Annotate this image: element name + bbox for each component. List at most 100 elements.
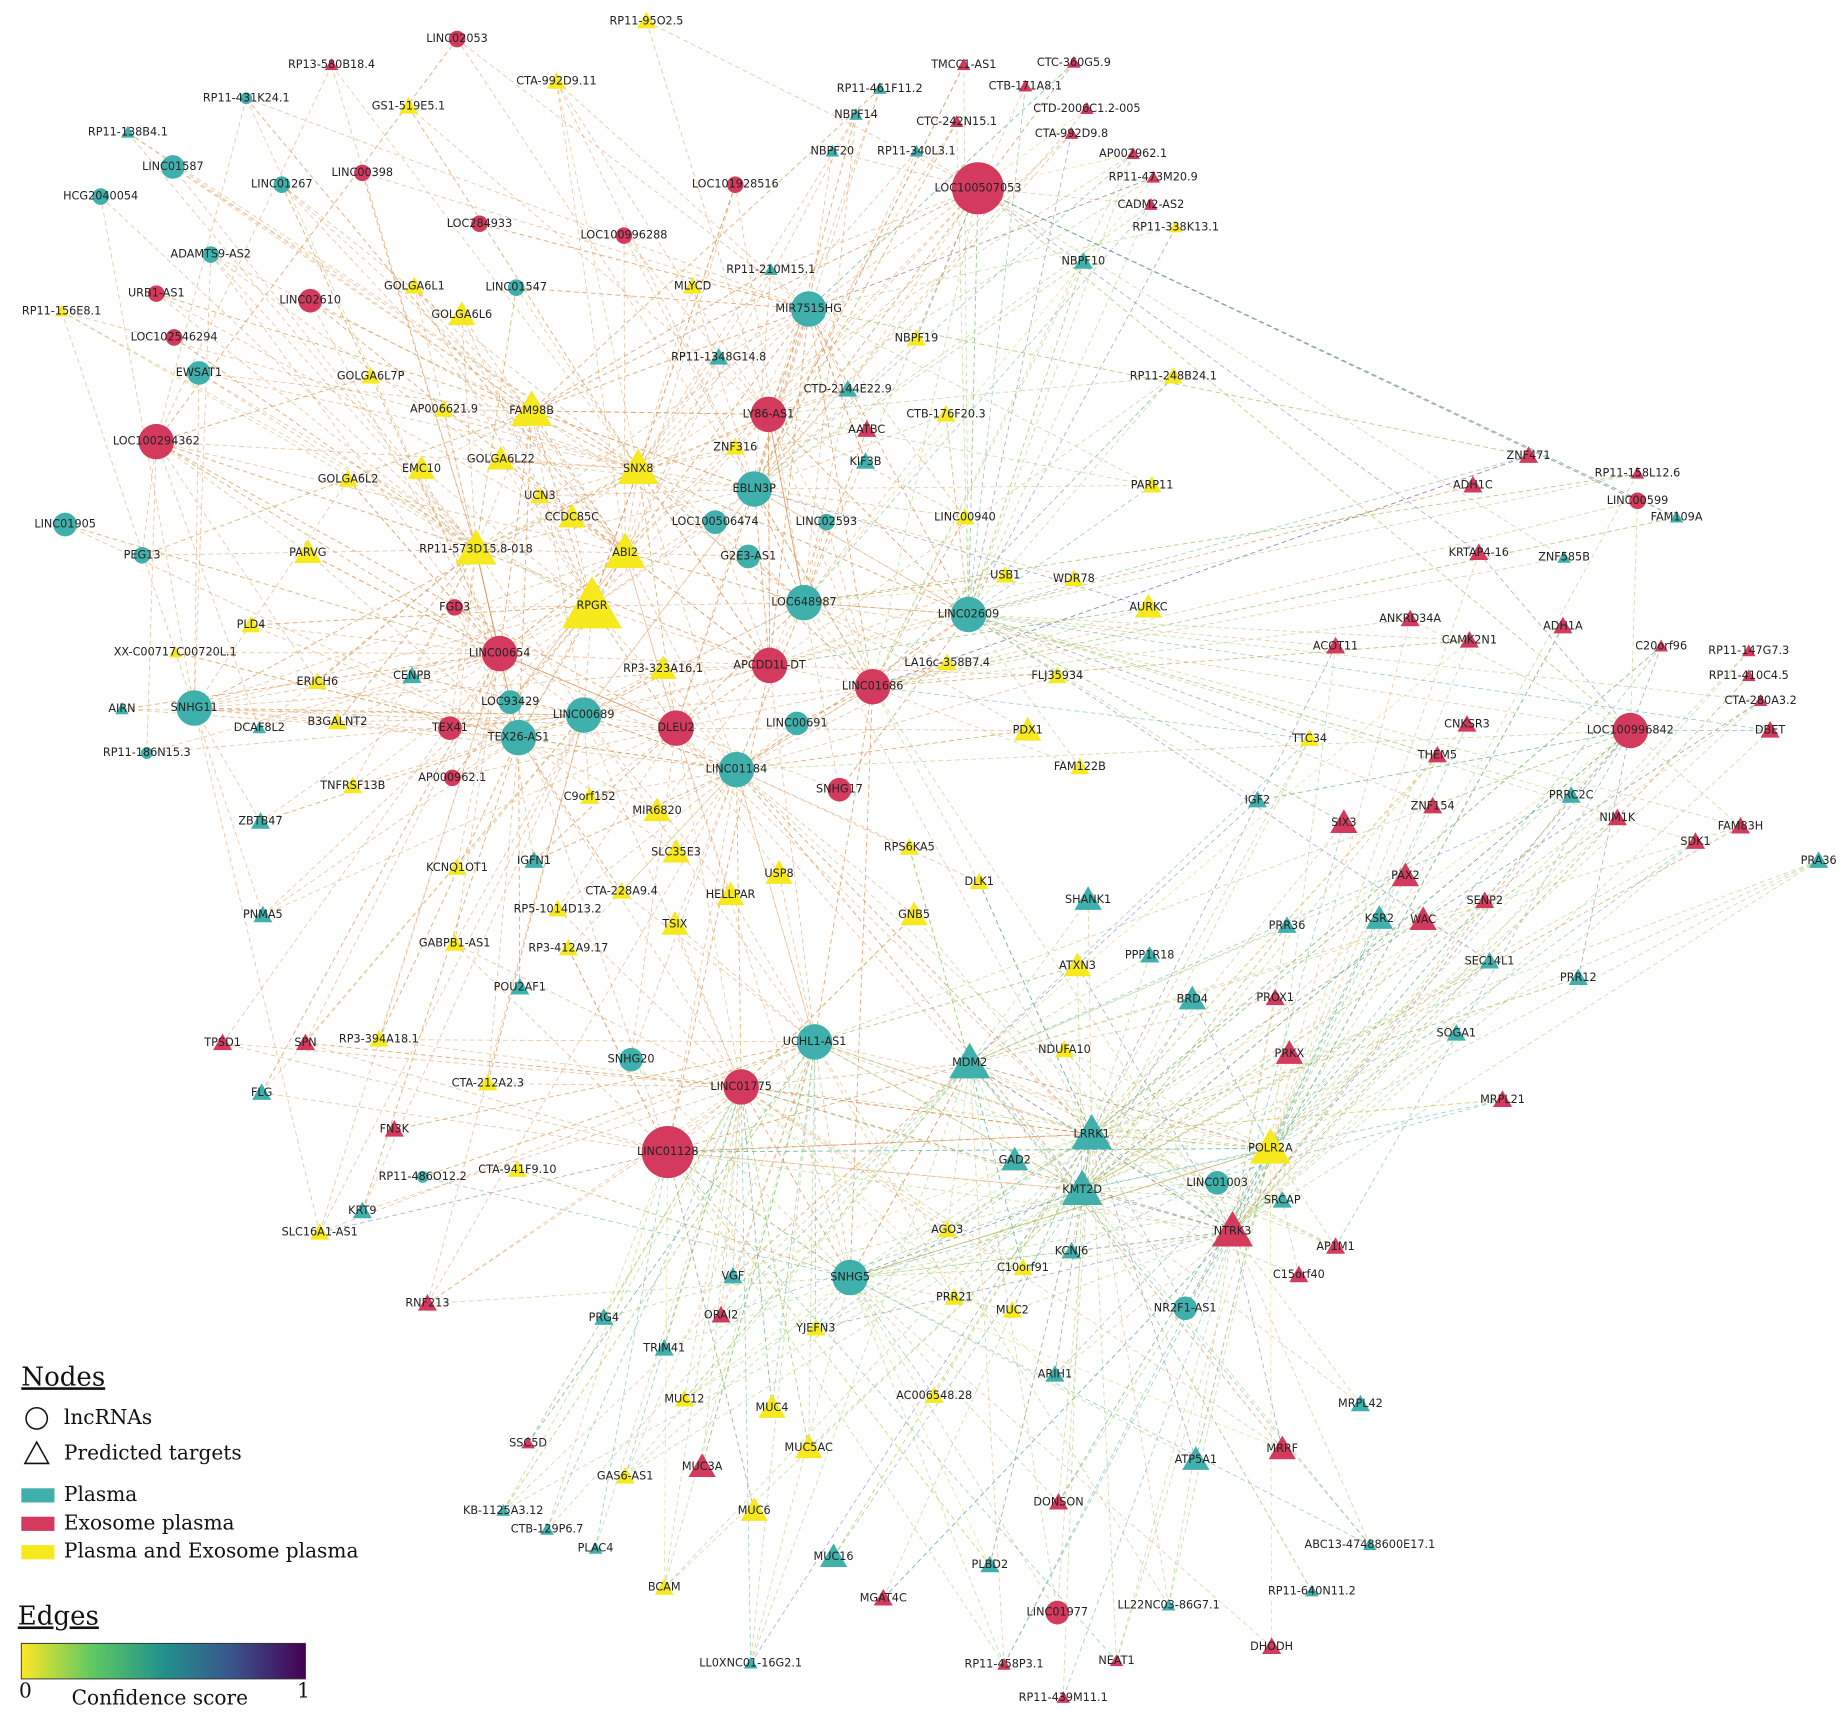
edge — [630, 769, 737, 1060]
edge — [740, 1086, 810, 1449]
target-node — [524, 851, 544, 868]
edge — [408, 106, 639, 470]
edge — [502, 1041, 815, 1512]
edge — [141, 441, 157, 556]
edge — [1232, 730, 1771, 1232]
node-label: AGO3 — [931, 1223, 963, 1236]
edge — [456, 653, 501, 868]
edge — [1270, 619, 1411, 1149]
edge — [946, 1063, 971, 1231]
edge — [849, 1277, 935, 1397]
edge — [1232, 730, 1631, 1232]
edge — [1232, 650, 1750, 1232]
edge — [194, 552, 626, 709]
edge — [720, 1189, 1083, 1316]
node-label: LINC01686 — [842, 680, 904, 693]
edge — [953, 1134, 1092, 1298]
edge — [624, 1086, 742, 1477]
target-node — [1064, 126, 1079, 139]
edge — [193, 479, 349, 709]
edge — [583, 714, 737, 770]
edge — [969, 1062, 1233, 1232]
edge — [1082, 1189, 1233, 1232]
edge — [753, 308, 810, 490]
edge — [720, 1086, 742, 1316]
node-label: RNF213 — [405, 1297, 449, 1310]
node-label: CADM2-AS2 — [1117, 198, 1184, 211]
target-node — [725, 438, 745, 455]
edge — [378, 1039, 815, 1043]
edge — [637, 468, 805, 603]
edge — [361, 737, 519, 1212]
target-node — [1275, 1040, 1303, 1064]
edge — [583, 606, 593, 716]
edge — [769, 308, 810, 666]
target-node — [1363, 1538, 1377, 1551]
node-label: VGF — [721, 1269, 744, 1282]
nodes: RP11-95O2.5 LINC02053 RP13-580B18.4 RP11-43… — [22, 11, 1837, 1704]
edge — [814, 1041, 1092, 1135]
edge — [499, 653, 737, 770]
edge — [814, 1041, 1169, 1606]
node-label: USP8 — [764, 867, 793, 880]
target-node — [530, 486, 550, 504]
edge — [337, 653, 500, 723]
edge — [753, 62, 1075, 490]
node-label: MUC12 — [664, 1392, 704, 1405]
target-node — [540, 1522, 554, 1535]
edge — [156, 441, 309, 554]
lncrna-node — [240, 92, 253, 105]
target-node — [1741, 644, 1756, 657]
target-node — [936, 404, 956, 422]
edge — [969, 899, 1089, 1064]
node-label: RP11-1348G14.8 — [671, 351, 766, 364]
edge — [499, 410, 533, 654]
edge — [591, 602, 804, 607]
target-node — [1409, 906, 1437, 931]
edge — [849, 1277, 1272, 1648]
edge — [1091, 1133, 1271, 1149]
node-label: PRR12 — [1560, 971, 1597, 984]
edge — [956, 121, 969, 615]
node-label: LOC102546294 — [131, 330, 218, 343]
edge — [753, 261, 1084, 490]
edge — [872, 517, 966, 687]
node-label: MRPL42 — [1338, 1397, 1383, 1410]
edge — [646, 21, 769, 415]
edge — [487, 715, 585, 1084]
edge — [734, 184, 805, 603]
node-label: AC006548.28 — [896, 1389, 972, 1402]
target-node — [1064, 569, 1084, 587]
lncrna-node — [138, 423, 175, 460]
edge — [667, 1133, 1092, 1153]
edge — [954, 1189, 1083, 1298]
edge — [1081, 730, 1631, 1191]
node-label: DLK1 — [964, 875, 993, 888]
edge — [193, 707, 321, 1233]
target-node — [1073, 252, 1093, 269]
target-node — [588, 1541, 603, 1554]
lncrna-node — [951, 162, 1005, 215]
edge — [509, 605, 593, 703]
edge — [172, 166, 477, 550]
node-label: PRA36 — [1801, 854, 1837, 867]
edge — [667, 1151, 1117, 1662]
target-node — [1080, 102, 1094, 114]
edge — [421, 468, 593, 607]
edge — [1422, 730, 1631, 921]
edge — [778, 873, 815, 1043]
edge — [732, 1086, 742, 1277]
node-label: CTA-280A3.2 — [1724, 694, 1796, 707]
node-label: UCHL1-AS1 — [783, 1035, 847, 1048]
edge — [1082, 1189, 1299, 1276]
edge — [850, 1267, 1023, 1278]
target-node — [478, 1073, 498, 1091]
edge — [916, 188, 979, 339]
edge — [969, 738, 1310, 1064]
edge — [451, 552, 626, 779]
target-node — [1002, 1301, 1022, 1318]
node-label: PRG4 — [589, 1311, 619, 1324]
edge — [1270, 806, 1434, 1149]
node-label: LY86-AS1 — [743, 407, 795, 420]
edge — [736, 614, 969, 770]
